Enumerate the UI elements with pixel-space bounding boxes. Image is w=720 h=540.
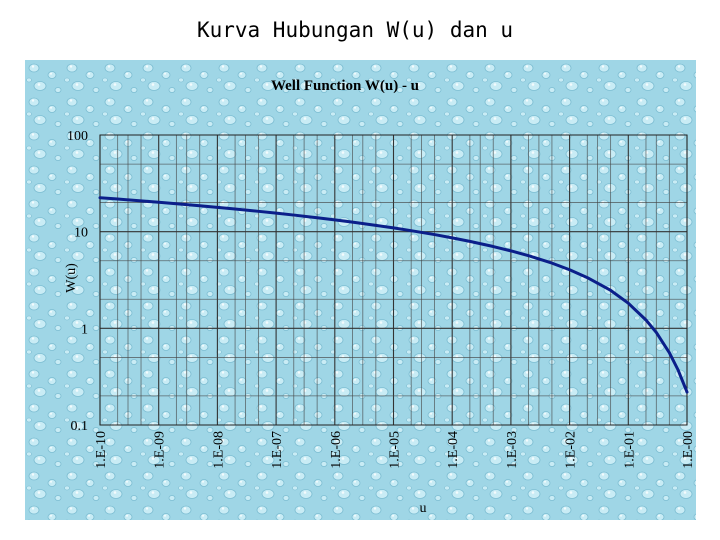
x-tick-label: 1.E-07 (270, 431, 285, 469)
y-tick-labels: 0.1 1 10 100 (67, 129, 88, 434)
x-tick-label: 1.E-03 (505, 431, 520, 469)
x-tick-label: 1.E-06 (329, 431, 344, 469)
x-tick-label: 1.E-09 (153, 431, 168, 469)
x-tick-label: 1.E-04 (446, 431, 461, 469)
y-axis-label: W(u) (64, 263, 79, 293)
plot-area-border (99, 134, 688, 426)
chart-title: Well Function W(u) - u (271, 78, 419, 94)
x-tick-label: 1.E-08 (211, 431, 226, 469)
y-tick-label: 0.1 (71, 419, 89, 434)
x-tick-label: 1.E-05 (388, 431, 403, 469)
y-tick-label: 1 (81, 322, 88, 337)
y-tick-label: 10 (74, 226, 88, 241)
chart-background (25, 60, 696, 520)
x-tick-labels: 1.E-10 1.E-09 1.E-08 1.E-07 1.E-06 1.E-05 1.E-… (94, 431, 696, 469)
x-tick-label: 1.E-10 (94, 431, 109, 469)
x-tick-label: 1.E-02 (564, 431, 579, 469)
y-tick-label: 100 (67, 129, 88, 144)
series-line-wu (98, 196, 689, 394)
x-tick-label: 1.E-01 (622, 431, 637, 469)
x-tick-label: 1.E-00 (681, 431, 696, 469)
x-axis-label: u (420, 501, 427, 516)
slide-title: Kurva Hubungan W(u) dan u (196, 18, 514, 42)
